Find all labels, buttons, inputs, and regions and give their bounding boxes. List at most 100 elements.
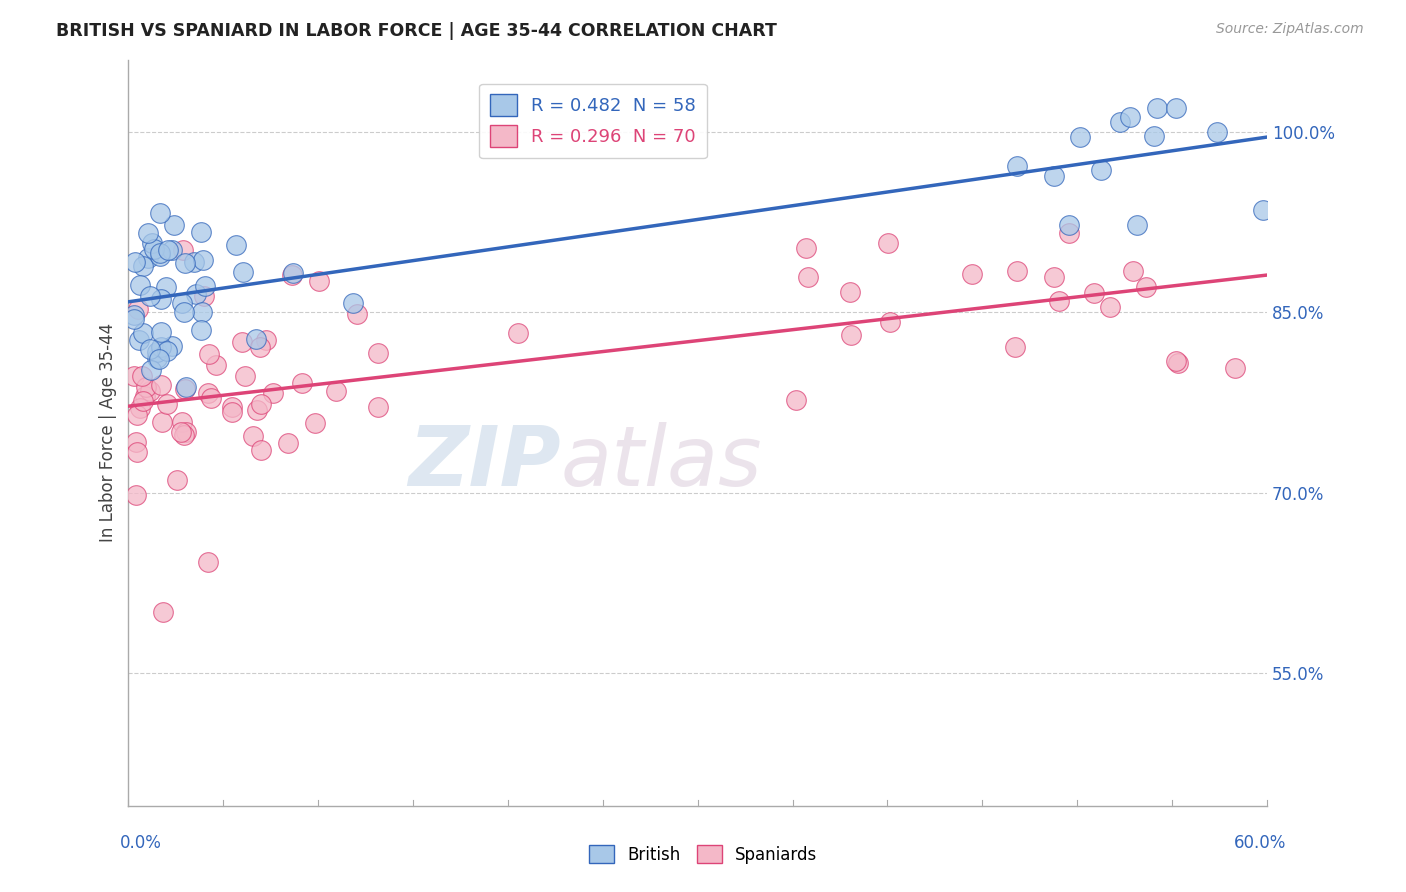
Point bbox=[1223, 361, 1246, 376]
Point bbox=[249, 341, 271, 355]
Point bbox=[254, 333, 277, 347]
Point bbox=[160, 338, 183, 352]
Point bbox=[221, 405, 243, 419]
Text: 0.0%: 0.0% bbox=[120, 834, 162, 852]
Point bbox=[1122, 263, 1144, 277]
Point bbox=[879, 315, 901, 329]
Point bbox=[129, 277, 152, 292]
Point bbox=[141, 235, 163, 250]
Point bbox=[122, 311, 145, 326]
Point bbox=[194, 278, 217, 293]
Point bbox=[246, 402, 269, 417]
Point bbox=[124, 254, 146, 268]
Point bbox=[170, 415, 193, 429]
Point bbox=[152, 605, 174, 619]
Point bbox=[139, 384, 162, 398]
Point bbox=[132, 260, 155, 274]
Text: Source: ZipAtlas.com: Source: ZipAtlas.com bbox=[1216, 22, 1364, 37]
Point bbox=[1090, 163, 1112, 178]
Point bbox=[1083, 285, 1105, 300]
Point bbox=[197, 555, 219, 569]
Point bbox=[1143, 129, 1166, 144]
Point bbox=[128, 333, 150, 347]
Point bbox=[191, 253, 214, 268]
Point bbox=[125, 488, 148, 502]
Point bbox=[134, 388, 156, 402]
Point bbox=[149, 378, 172, 392]
Point bbox=[146, 351, 169, 365]
Point bbox=[155, 280, 177, 294]
Point bbox=[1164, 353, 1187, 368]
Point bbox=[506, 326, 529, 340]
Text: atlas: atlas bbox=[561, 422, 762, 503]
Legend: R = 0.482  N = 58, R = 0.296  N = 70: R = 0.482 N = 58, R = 0.296 N = 70 bbox=[479, 84, 707, 158]
Point bbox=[131, 393, 153, 408]
Point bbox=[325, 384, 347, 398]
Point bbox=[839, 285, 862, 300]
Point bbox=[139, 363, 162, 377]
Point bbox=[174, 379, 197, 393]
Point bbox=[149, 245, 172, 260]
Point bbox=[232, 265, 254, 279]
Point bbox=[128, 401, 150, 416]
Point bbox=[367, 345, 389, 359]
Point bbox=[148, 351, 170, 366]
Point bbox=[1042, 169, 1064, 183]
Point bbox=[190, 323, 212, 337]
Point bbox=[157, 244, 180, 258]
Point bbox=[1146, 101, 1168, 115]
Point bbox=[136, 251, 159, 265]
Point bbox=[249, 397, 271, 411]
Point bbox=[149, 249, 172, 263]
Point bbox=[149, 340, 172, 354]
Point bbox=[291, 376, 314, 390]
Point bbox=[131, 369, 153, 384]
Point bbox=[1047, 293, 1070, 308]
Text: ZIP: ZIP bbox=[409, 422, 561, 503]
Point bbox=[1119, 111, 1142, 125]
Point bbox=[125, 408, 148, 422]
Point bbox=[308, 274, 330, 288]
Point bbox=[225, 238, 247, 252]
Point bbox=[143, 243, 166, 257]
Point bbox=[125, 445, 148, 459]
Point bbox=[139, 289, 162, 303]
Point bbox=[135, 380, 157, 394]
Point bbox=[174, 382, 197, 396]
Point bbox=[146, 345, 169, 359]
Point bbox=[250, 443, 273, 458]
Point bbox=[122, 368, 145, 383]
Point bbox=[172, 243, 194, 257]
Point bbox=[122, 308, 145, 322]
Point bbox=[191, 304, 214, 318]
Point bbox=[136, 226, 159, 240]
Point bbox=[1126, 218, 1149, 232]
Point bbox=[160, 244, 183, 258]
Point bbox=[346, 307, 368, 321]
Point bbox=[197, 385, 219, 400]
Point bbox=[342, 296, 364, 310]
Point bbox=[1167, 356, 1189, 370]
Point bbox=[1135, 279, 1157, 293]
Point bbox=[277, 435, 299, 450]
Point bbox=[304, 416, 326, 430]
Point bbox=[166, 473, 188, 487]
Point bbox=[156, 344, 179, 359]
Y-axis label: In Labor Force | Age 35-44: In Labor Force | Age 35-44 bbox=[100, 323, 117, 542]
Point bbox=[174, 256, 197, 270]
Point bbox=[163, 218, 186, 232]
Point bbox=[1108, 115, 1130, 129]
Point bbox=[1005, 263, 1028, 277]
Point bbox=[198, 347, 221, 361]
Text: BRITISH VS SPANIARD IN LABOR FORCE | AGE 35-44 CORRELATION CHART: BRITISH VS SPANIARD IN LABOR FORCE | AGE… bbox=[56, 22, 778, 40]
Point bbox=[186, 287, 208, 301]
Point bbox=[1166, 101, 1188, 115]
Point bbox=[221, 400, 243, 414]
Point bbox=[132, 326, 155, 340]
Point bbox=[156, 397, 179, 411]
Point bbox=[281, 268, 304, 282]
Point bbox=[173, 304, 195, 318]
Point bbox=[1069, 130, 1091, 145]
Point bbox=[170, 425, 193, 440]
Point bbox=[193, 289, 215, 303]
